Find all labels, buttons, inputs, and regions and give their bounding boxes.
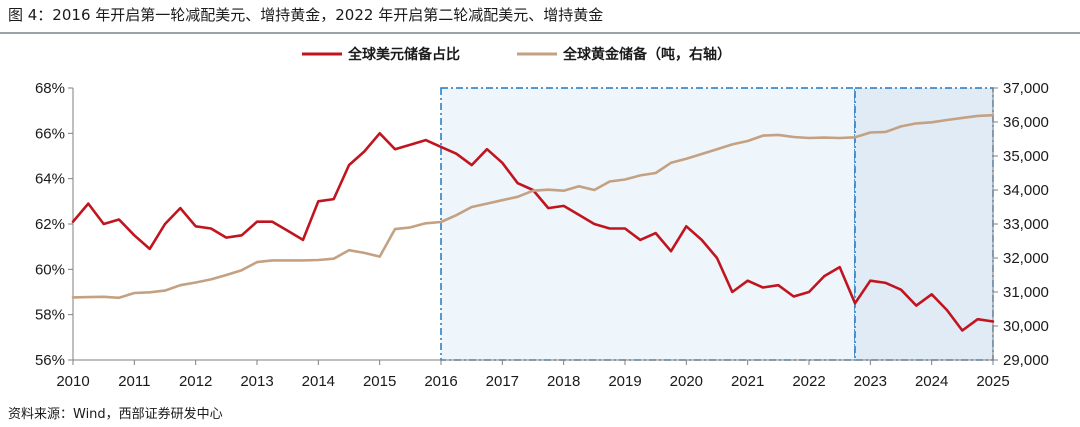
y-left-tick-label: 68% xyxy=(35,80,65,97)
highlight-period-1 xyxy=(440,87,856,361)
x-tick-label: 2010 xyxy=(56,373,89,390)
x-tick-label: 2014 xyxy=(302,373,335,390)
legend-label-2: 全球黄金储备（吨，右轴） xyxy=(562,46,731,62)
y-right-tick-label: 33,000 xyxy=(1003,216,1049,233)
x-tick-label: 2025 xyxy=(976,373,1009,390)
y-left-tick-label: 64% xyxy=(35,171,65,188)
y-right-tick-label: 35,000 xyxy=(1003,148,1049,165)
source-note: 资料来源：Wind，西部证券研发中心 xyxy=(8,407,223,422)
x-tick-label: 2019 xyxy=(608,373,641,390)
axes: 56% 58% 60% 62% 64% 66% 68% 29,000 30,000 31,000 3… xyxy=(35,80,1049,390)
figure-title: 图 4：2016 年开启第一轮减配美元、增持黄金，2022 年开启第二轮减配美元… xyxy=(8,6,604,24)
y-right-tick-label: 30,000 xyxy=(1003,318,1049,335)
gold-reserve-line xyxy=(71,113,995,300)
y-right-tick-label: 32,000 xyxy=(1003,250,1049,267)
title-divider xyxy=(0,32,1080,34)
x-tick-label: 2022 xyxy=(792,373,825,390)
y-left-tick-label: 56% xyxy=(35,352,65,369)
y-left-tick-label: 66% xyxy=(35,125,65,142)
y-right-tick-label: 37,000 xyxy=(1003,80,1049,97)
x-tick-label: 2017 xyxy=(486,373,519,390)
x-tick-label: 2024 xyxy=(915,373,948,390)
y-right-tick-label: 34,000 xyxy=(1003,182,1049,199)
series-lines xyxy=(71,113,995,332)
legend: 全球美元储备占比 全球黄金储备（吨，右轴） xyxy=(302,46,731,62)
x-tick-label: 2016 xyxy=(424,373,457,390)
y-left-tick-label: 62% xyxy=(35,216,65,233)
x-tick-label: 2018 xyxy=(547,373,580,390)
x-tick-label: 2023 xyxy=(854,373,887,390)
y-right-tick-label: 29,000 xyxy=(1003,352,1049,369)
x-tick-label: 2015 xyxy=(363,373,396,390)
x-tick-label: 2013 xyxy=(240,373,273,390)
y-right-tick-label: 31,000 xyxy=(1003,284,1049,301)
y-left-tick-label: 58% xyxy=(35,307,65,324)
legend-label-1: 全球美元储备占比 xyxy=(347,46,460,62)
y-left-tick-label: 60% xyxy=(35,261,65,278)
x-tick-label: 2011 xyxy=(118,373,150,390)
x-tick-label: 2020 xyxy=(670,373,703,390)
highlight-period-2 xyxy=(854,87,994,361)
y-right-tick-label: 36,000 xyxy=(1003,114,1049,131)
x-tick-label: 2021 xyxy=(731,373,764,390)
x-tick-label: 2012 xyxy=(179,373,212,390)
highlight-periods xyxy=(440,87,994,361)
